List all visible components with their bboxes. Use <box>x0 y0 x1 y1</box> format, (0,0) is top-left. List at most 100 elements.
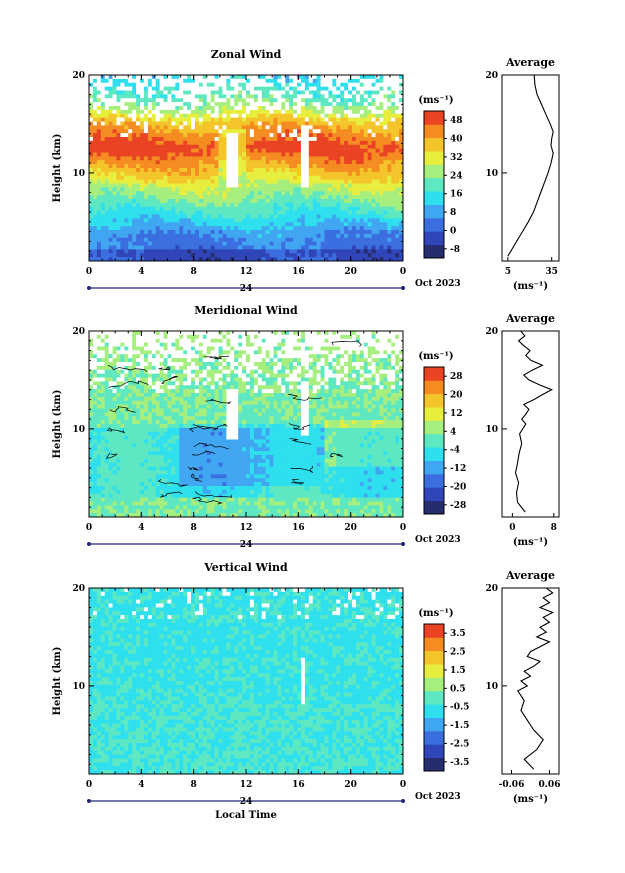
heatmap-cell <box>383 191 388 196</box>
heatmap-cell <box>355 156 361 161</box>
heatmap-cell <box>300 109 306 115</box>
heatmap-cell <box>316 373 321 378</box>
heatmap-cell <box>242 222 247 227</box>
heatmap-cell <box>367 362 372 367</box>
heatmap-cell <box>100 171 105 177</box>
heatmap-cell <box>167 195 172 200</box>
heatmap-cell <box>96 82 102 87</box>
heatmap-cell <box>206 350 211 355</box>
heatmap-cell <box>136 148 141 153</box>
heatmap-cell <box>218 98 223 103</box>
heatmap-cell <box>332 133 337 138</box>
heatmap-cell <box>269 160 274 165</box>
heatmap-cell <box>222 179 227 184</box>
heatmap-cell <box>375 94 380 99</box>
heatmap-cell <box>336 187 341 192</box>
heatmap-cell <box>143 257 149 262</box>
heatmap-cell <box>175 113 180 118</box>
heatmap-cell <box>222 82 227 87</box>
heatmap-cell <box>120 106 125 111</box>
heatmap-cell <box>159 230 164 235</box>
heatmap-cell <box>273 331 278 336</box>
heatmap-cell <box>92 354 98 359</box>
heatmap-cell <box>108 160 113 165</box>
heatmap-cell <box>120 230 125 235</box>
heatmap-cell <box>222 148 227 153</box>
heatmap-cell <box>312 152 317 157</box>
heatmap-cell <box>194 160 200 165</box>
heatmap-cell <box>285 183 290 188</box>
heatmap-cell <box>187 373 192 378</box>
heatmap-cell <box>124 206 129 211</box>
heatmap-cell <box>96 365 102 371</box>
heatmap-cell <box>230 82 235 87</box>
heatmap-cell <box>191 156 196 161</box>
heatmap-cell <box>273 152 278 157</box>
heatmap-cell <box>191 202 196 208</box>
heatmap-cell <box>175 144 180 149</box>
heatmap-cell <box>399 373 404 378</box>
heatmap-cell <box>285 86 290 91</box>
heatmap-cell <box>159 362 164 367</box>
heatmap-cell <box>269 164 274 169</box>
heatmap-cell <box>112 237 117 242</box>
heatmap-cell <box>332 338 337 343</box>
heatmap-cell <box>198 133 204 138</box>
heatmap-cell <box>194 195 200 200</box>
heatmap-cell <box>155 226 160 231</box>
heatmap-cell <box>387 140 392 146</box>
heatmap-cell <box>391 358 396 363</box>
heatmap-cell <box>163 202 168 208</box>
heatmap-cell <box>230 129 235 134</box>
heatmap-cell <box>253 160 259 165</box>
heatmap-cell <box>132 102 137 107</box>
heatmap-cell <box>344 334 349 340</box>
heatmap-cell <box>92 191 98 196</box>
heatmap-cell <box>273 129 278 134</box>
heatmap-cell <box>242 156 247 161</box>
heatmap-cell <box>285 373 290 378</box>
heatmap-cell <box>140 94 145 99</box>
heatmap-cell <box>128 233 133 239</box>
heatmap-cell <box>387 156 392 161</box>
heatmap-cell <box>249 191 255 196</box>
heatmap-cell <box>143 156 149 161</box>
heatmap-cell <box>359 168 365 173</box>
heatmap-cell <box>300 350 306 355</box>
heatmap-cell <box>340 226 345 231</box>
heatmap-cell <box>226 175 231 180</box>
heatmap-cell <box>210 179 215 184</box>
heatmap-cell <box>246 117 251 122</box>
heatmap-cell <box>175 377 180 382</box>
heatmap-cell <box>167 137 172 142</box>
heatmap-cell <box>387 171 392 177</box>
heatmap-cell <box>277 334 282 340</box>
heatmap-cell <box>183 75 188 80</box>
heatmap-cell <box>120 171 125 177</box>
heatmap-cell <box>340 249 345 254</box>
heatmap-cell <box>234 168 239 173</box>
heatmap-cell <box>367 164 372 169</box>
heatmap-cell <box>100 129 105 134</box>
heatmap-cell <box>297 365 302 371</box>
heatmap-cell <box>324 175 329 180</box>
heatmap-cell <box>214 206 219 211</box>
heatmap-cell <box>328 152 333 157</box>
heatmap-cell <box>151 171 157 177</box>
heatmap-cell <box>124 113 129 118</box>
heatmap-cell <box>375 222 380 227</box>
heatmap-cell <box>234 140 239 146</box>
heatmap-cell <box>210 168 215 173</box>
heatmap-cell <box>206 98 211 103</box>
heatmap-cell <box>395 362 400 367</box>
heatmap-cell <box>222 253 227 258</box>
heatmap-cell <box>328 237 333 242</box>
heatmap-cell <box>395 230 400 235</box>
heatmap-cell <box>155 78 160 84</box>
heatmap-cell <box>112 90 117 95</box>
heatmap-cell <box>348 230 353 235</box>
heatmap-cell <box>246 241 251 246</box>
heatmap-cell <box>194 222 200 227</box>
heatmap-cell <box>308 86 314 91</box>
heatmap-cell <box>124 257 129 262</box>
